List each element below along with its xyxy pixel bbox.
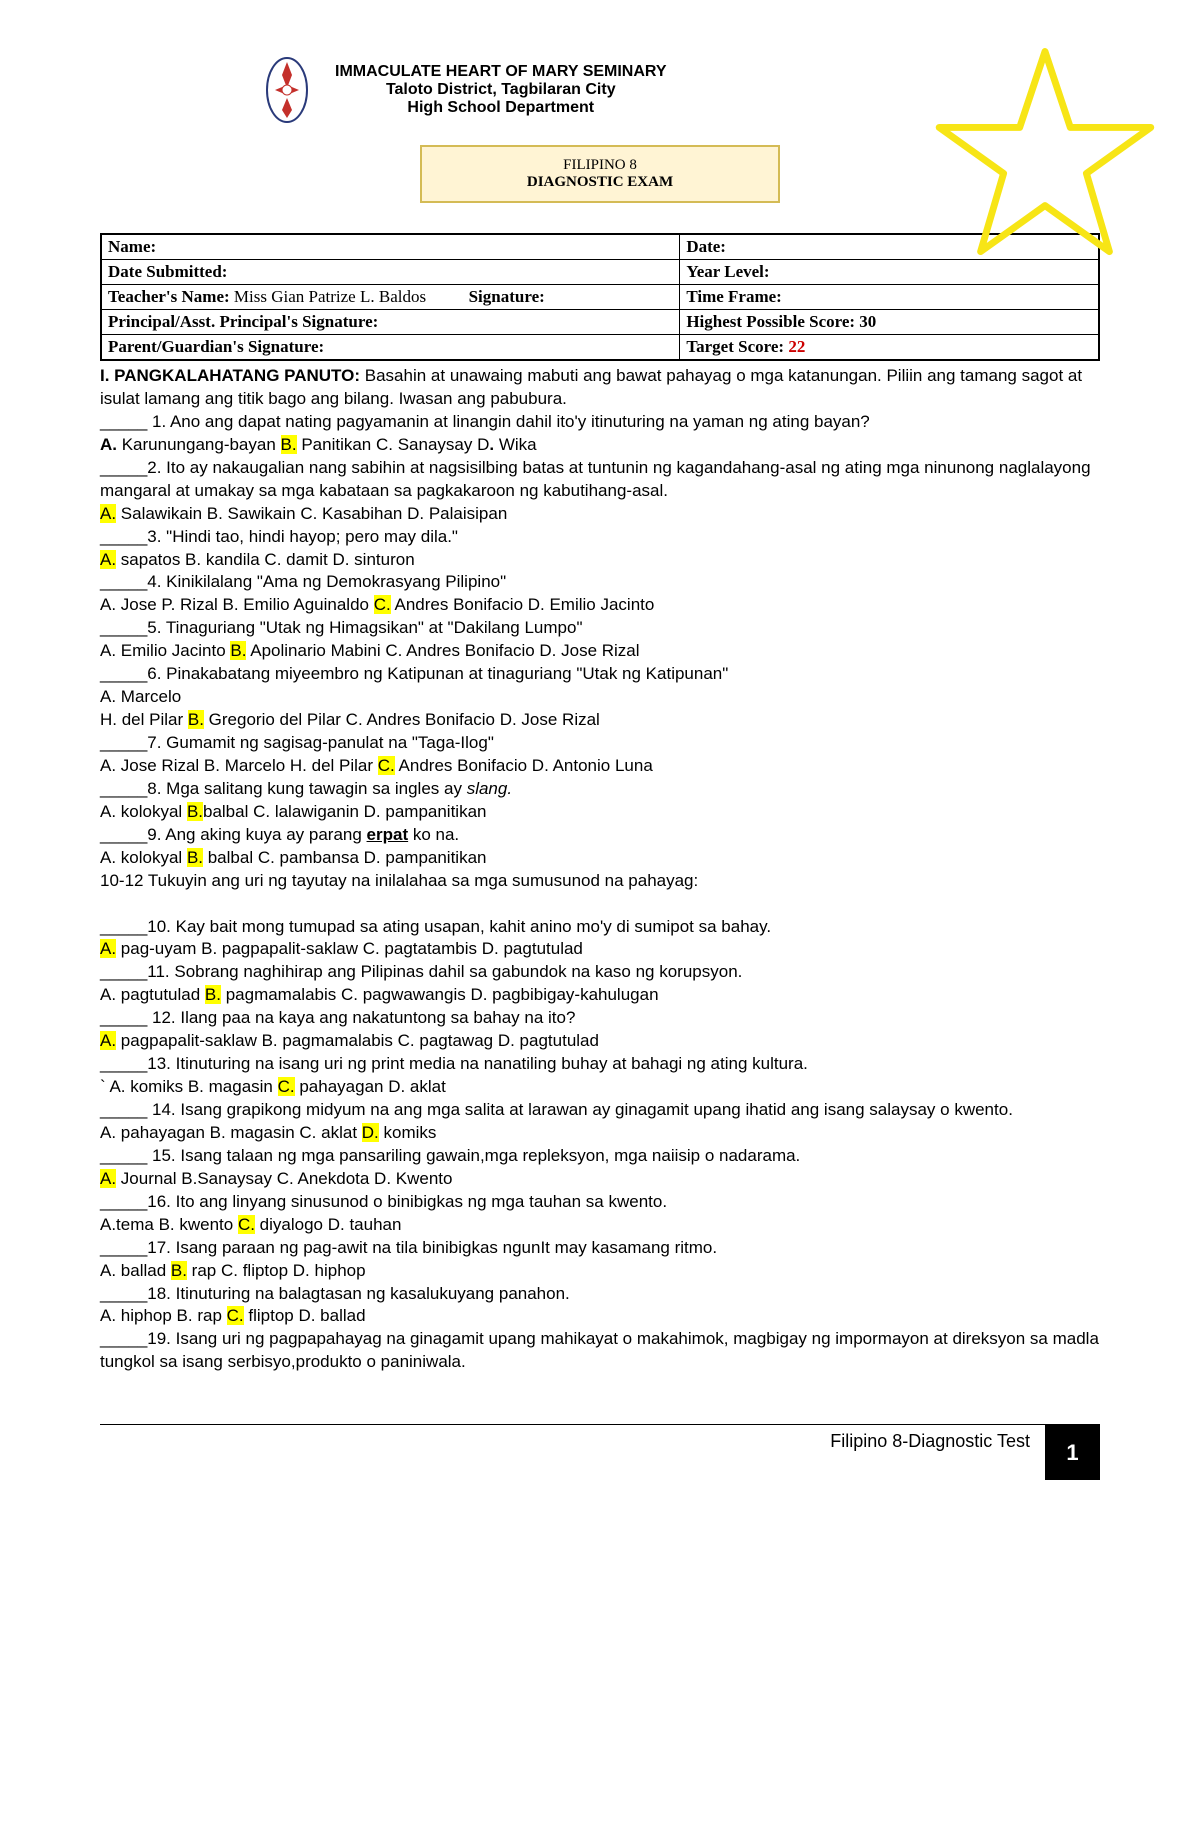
signature-label: Signature:: [469, 287, 545, 306]
exam-content: I. PANGKALAHATANG PANUTO: Basahin at una…: [100, 365, 1100, 1374]
date-label: Date:: [686, 237, 726, 256]
q4-text: _____4. Kinikilalang "Ama ng Demokrasyan…: [100, 571, 1100, 594]
date-submitted-label: Date Submitted:: [108, 262, 227, 281]
q8-text: _____8. Mga salitang kung tawagin sa ing…: [100, 778, 1100, 801]
footer-text: Filipino 8-Diagnostic Test: [100, 1425, 1045, 1452]
year-level-label: Year Level:: [686, 262, 769, 281]
q13-options: ` A. komiks B. magasin C. pahayagan D. a…: [100, 1076, 1100, 1099]
q16-options: A.tema B. kwento C. diyalogo D. tauhan: [100, 1214, 1100, 1237]
q17-text: _____17. Isang paraan ng pag-awit na til…: [100, 1237, 1100, 1260]
teacher-label: Teacher's Name:: [108, 287, 230, 306]
q8-options: A. kolokyal B.balbal C. lalawiganin D. p…: [100, 801, 1100, 824]
teacher-name: Miss Gian Patrize L. Baldos: [234, 287, 426, 306]
q15-text: _____ 15. Isang talaan ng mga pansarilin…: [100, 1145, 1100, 1168]
section-label: I. PANGKALAHATANG PANUTO:: [100, 366, 360, 385]
q5-text: _____5. Tinaguriang "Utak ng Himagsikan"…: [100, 617, 1100, 640]
q9-text: _____9. Ang aking kuya ay parang erpat k…: [100, 824, 1100, 847]
q5-options: A. Emilio Jacinto B. Apolinario Mabini C…: [100, 640, 1100, 663]
q6-text: _____6. Pinakabatang miyeembro ng Katipu…: [100, 663, 1100, 686]
principal-label: Principal/Asst. Principal's Signature:: [108, 312, 378, 331]
q17-options: A. ballad B. rap C. fliptop D. hiphop: [100, 1260, 1100, 1283]
q6-opts-line1: A. Marcelo: [100, 686, 1100, 709]
q15-options: A. Journal B.Sanaysay C. Anekdota D. Kwe…: [100, 1168, 1100, 1191]
q18-text: _____18. Itinuturing na balagtasan ng ka…: [100, 1283, 1100, 1306]
district: Taloto District, Tagbilaran City: [335, 81, 667, 99]
q14-text: _____ 14. Isang grapikong midyum na ang …: [100, 1099, 1100, 1122]
timeframe-label: Time Frame:: [686, 287, 782, 306]
q7-options: A. Jose Rizal B. Marcelo H. del Pilar C.…: [100, 755, 1100, 778]
q18-options: A. hiphop B. rap C. fliptop D. ballad: [100, 1305, 1100, 1328]
q2-options: A. Salawikain B. Sawikain C. Kasabihan D…: [100, 503, 1100, 526]
star-icon: [930, 40, 1160, 270]
q3-options: A. sapatos B. kandila C. damit D. sintur…: [100, 549, 1100, 572]
q7-text: _____7. Gumamit ng sagisag-panulat na "T…: [100, 732, 1100, 755]
q19-text: _____19. Isang uri ng pagpapahayag na gi…: [100, 1328, 1100, 1374]
q14-options: A. pahayagan B. magasin C. aklat D. komi…: [100, 1122, 1100, 1145]
q16-text: _____16. Ito ang linyang sinusunod o bin…: [100, 1191, 1100, 1214]
q13-text: _____13. Itinuturing na isang uri ng pri…: [100, 1053, 1100, 1076]
department: High School Department: [335, 99, 667, 117]
q10-options: A. pag-uyam B. pagpapalit-saklaw C. pagt…: [100, 938, 1100, 961]
q12-options: A. pagpapalit-saklaw B. pagmamalabis C. …: [100, 1030, 1100, 1053]
name-label: Name:: [108, 237, 156, 256]
school-logo: [260, 50, 315, 130]
highest-score-label: Highest Possible Score: 30: [686, 312, 876, 331]
q10-text: _____10. Kay bait mong tumupad sa ating …: [100, 916, 1100, 939]
q1-options: A. Karunungang-bayan B. Panitikan C. San…: [100, 434, 1100, 457]
q1-text: _____ 1. Ano ang dapat nating pagyamanin…: [100, 411, 1100, 434]
q12-text: _____ 12. Ilang paa na kaya ang nakatunt…: [100, 1007, 1100, 1030]
q11-options: A. pagtutulad B. pagmamalabis C. pagwawa…: [100, 984, 1100, 1007]
exam-type: DIAGNOSTIC EXAM: [432, 174, 768, 191]
target-score-value: 22: [788, 337, 805, 356]
parent-label: Parent/Guardian's Signature:: [108, 337, 324, 356]
exam-subject: FILIPINO 8: [432, 157, 768, 174]
q3-text: _____3. "Hindi tao, hindi hayop; pero ma…: [100, 526, 1100, 549]
page-number: 1: [1045, 1425, 1100, 1480]
q11-text: _____11. Sobrang naghihirap ang Pilipina…: [100, 961, 1100, 984]
q9-options: A. kolokyal B. balbal C. pambansa D. pam…: [100, 847, 1100, 870]
q6-opts-line2: H. del Pilar B. Gregorio del Pilar C. An…: [100, 709, 1100, 732]
header: IMMACULATE HEART OF MARY SEMINARY Taloto…: [100, 50, 1100, 203]
exam-title-box: FILIPINO 8 DIAGNOSTIC EXAM: [420, 145, 780, 203]
school-name: IMMACULATE HEART OF MARY SEMINARY: [335, 63, 667, 81]
q10-12-header: 10-12 Tukuyin ang uri ng tayutay na inil…: [100, 870, 1100, 893]
target-score-label: Target Score:: [686, 337, 788, 356]
q2-text: _____2. Ito ay nakaugalian nang sabihin …: [100, 457, 1100, 503]
q4-options: A. Jose P. Rizal B. Emilio Aguinaldo C. …: [100, 594, 1100, 617]
